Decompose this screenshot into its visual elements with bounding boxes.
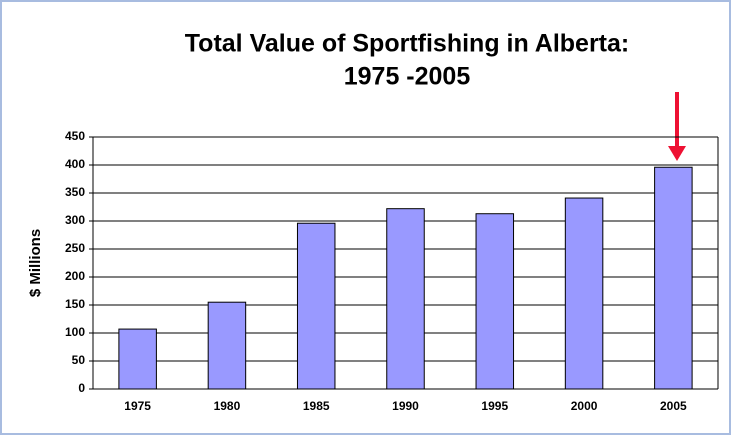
y-tick-label: 300 (65, 213, 85, 227)
y-tick-label: 250 (65, 241, 85, 255)
bar (654, 166, 693, 390)
y-axis-label: $ Millions (27, 229, 44, 297)
chart-title: Total Value of Sportfishing in Alberta: (185, 30, 629, 58)
y-tick-label: 350 (65, 185, 85, 199)
y-tick-label: 200 (65, 269, 85, 283)
y-tick-label: 400 (65, 157, 85, 171)
x-tick-label: 2000 (571, 399, 598, 413)
x-tick-label: 1995 (481, 399, 508, 413)
y-tick-label: 100 (65, 325, 85, 339)
x-tick-label: 2005 (660, 399, 687, 413)
bar (118, 328, 157, 390)
arrow (668, 92, 686, 161)
arrow-head (668, 146, 686, 161)
bar (386, 208, 425, 390)
y-tick-label: 0 (78, 381, 85, 395)
bar (207, 301, 247, 390)
y-tick-label: 150 (65, 297, 85, 311)
bar (296, 222, 336, 390)
x-tick-label: 1985 (303, 399, 330, 413)
x-tick-label: 1980 (214, 399, 241, 413)
y-tick-label: 450 (65, 129, 85, 143)
y-tick-label: 50 (72, 353, 86, 367)
x-tick-label: 1990 (392, 399, 419, 413)
bar (564, 197, 604, 390)
bar (475, 213, 515, 390)
chart-title: 1975 -2005 (344, 63, 471, 91)
x-tick-label: 1975 (124, 399, 151, 413)
